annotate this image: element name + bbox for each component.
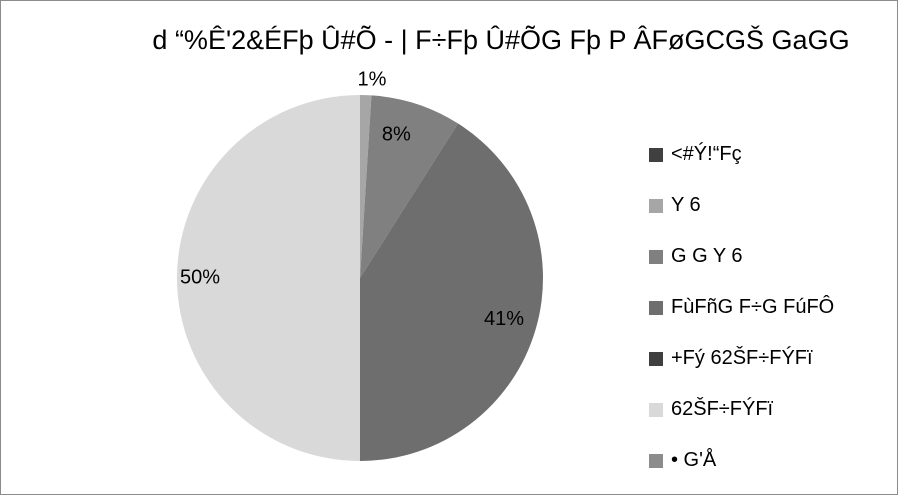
legend-swatch — [649, 300, 663, 315]
legend: <#Ý!“Fç Y 6 G G Y 6 FùFñG F÷G FúFÔ +Fý 62ŠF÷… — [649, 129, 834, 486]
pie-slice — [360, 123, 543, 462]
legend-swatch — [649, 249, 663, 264]
pie-slice — [177, 95, 360, 461]
legend-label: G G Y 6 — [671, 245, 743, 267]
legend-item: <#Ý!“Fç — [649, 129, 834, 180]
legend-swatch — [649, 453, 663, 468]
legend-swatch — [649, 198, 663, 213]
legend-item: 62ŠF÷FÝFï — [649, 384, 834, 435]
legend-item: +Fý 62ŠF÷FÝFï — [649, 333, 834, 384]
legend-label: <#Ý!“Fç — [671, 143, 742, 165]
legend-label: Y 6 — [671, 194, 701, 216]
legend-swatch — [649, 351, 663, 366]
data-label: 50% — [180, 266, 220, 288]
data-label: 1% — [358, 68, 387, 90]
legend-label: • G'Å — [671, 449, 717, 471]
legend-swatch — [649, 147, 663, 162]
legend-label: +Fý 62ŠF÷FÝFï — [671, 347, 813, 369]
legend-item: G G Y 6 — [649, 231, 834, 282]
pie-slice — [360, 95, 372, 278]
data-label: 41% — [484, 308, 524, 330]
legend-item: FùFñG F÷G FúFÔ — [649, 282, 834, 333]
chart-title: d “%Ê'2&ÉFþ Û#Õ - | F÷Fþ Û#ÕG Fþ P ÂFøGC… — [152, 25, 850, 55]
legend-label: FùFñG F÷G FúFÔ — [671, 296, 835, 318]
legend-swatch — [649, 402, 663, 417]
legend-item: Y 6 — [649, 180, 834, 231]
legend-item: • G'Å — [649, 435, 834, 486]
legend-label: 62ŠF÷FÝFï — [671, 398, 774, 420]
data-label: 8% — [382, 124, 411, 146]
pie-slice — [360, 95, 459, 278]
